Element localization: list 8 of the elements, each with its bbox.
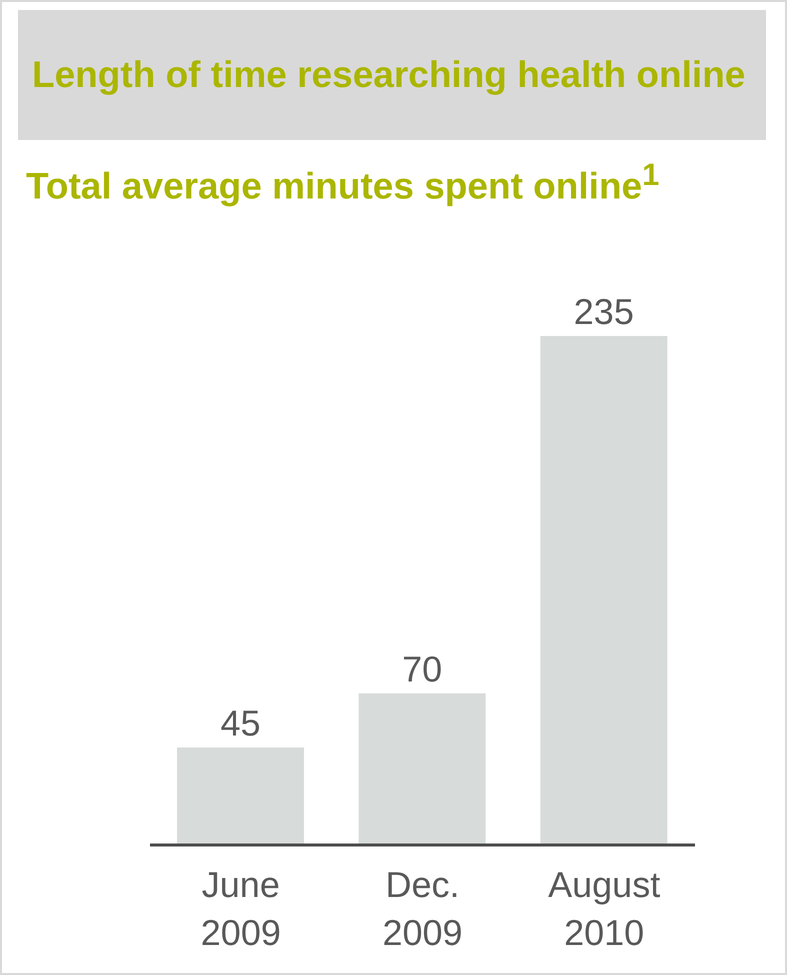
x-tick-label: June 2009	[200, 864, 281, 953]
x-tick-label: Dec. 2009	[382, 864, 463, 953]
data-label: 235	[574, 291, 634, 332]
x-tick-label: August 2010	[548, 864, 660, 953]
chart-subtitle: Total average minutes spent online$^{1}$	[26, 156, 660, 208]
data-label: 45	[220, 702, 261, 744]
chart-title: Length of time researching health online	[32, 53, 746, 97]
data-label: 70	[402, 648, 442, 690]
